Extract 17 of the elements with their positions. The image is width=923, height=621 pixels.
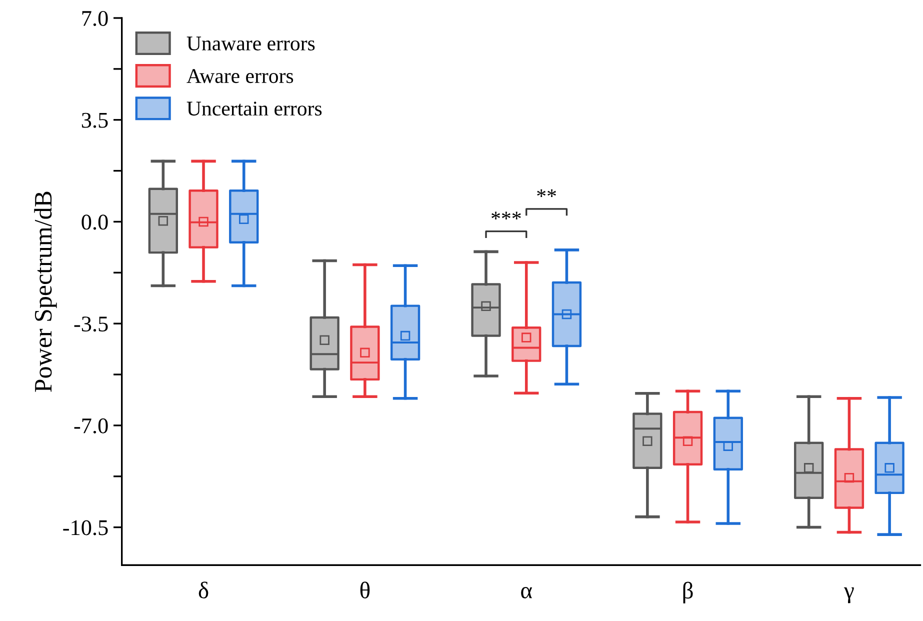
x-tick-label: α — [521, 587, 532, 598]
x-tick-label: θ — [360, 582, 370, 598]
x-tick-label: δ — [198, 582, 208, 598]
legend-label: Aware errors — [186, 69, 294, 84]
y-axis-title: Power Spectrum/dB — [34, 192, 57, 392]
y-tick-label: -7.0 — [74, 418, 108, 434]
annotation: *** — [492, 212, 521, 220]
y-tick-label: -10.5 — [63, 520, 108, 536]
annotation: ** — [537, 189, 556, 198]
x-tick-label: β — [683, 582, 693, 604]
y-tick-label: -3.5 — [74, 316, 108, 332]
y-tick-label: 0.0 — [82, 214, 108, 230]
legend-label: Unaware errors — [186, 36, 315, 51]
y-tick-label: 7.0 — [82, 10, 108, 26]
legend-label: Uncertain errors — [186, 102, 322, 116]
y-tick-label: 3.5 — [82, 112, 108, 128]
x-tick-label: γ — [844, 587, 854, 604]
